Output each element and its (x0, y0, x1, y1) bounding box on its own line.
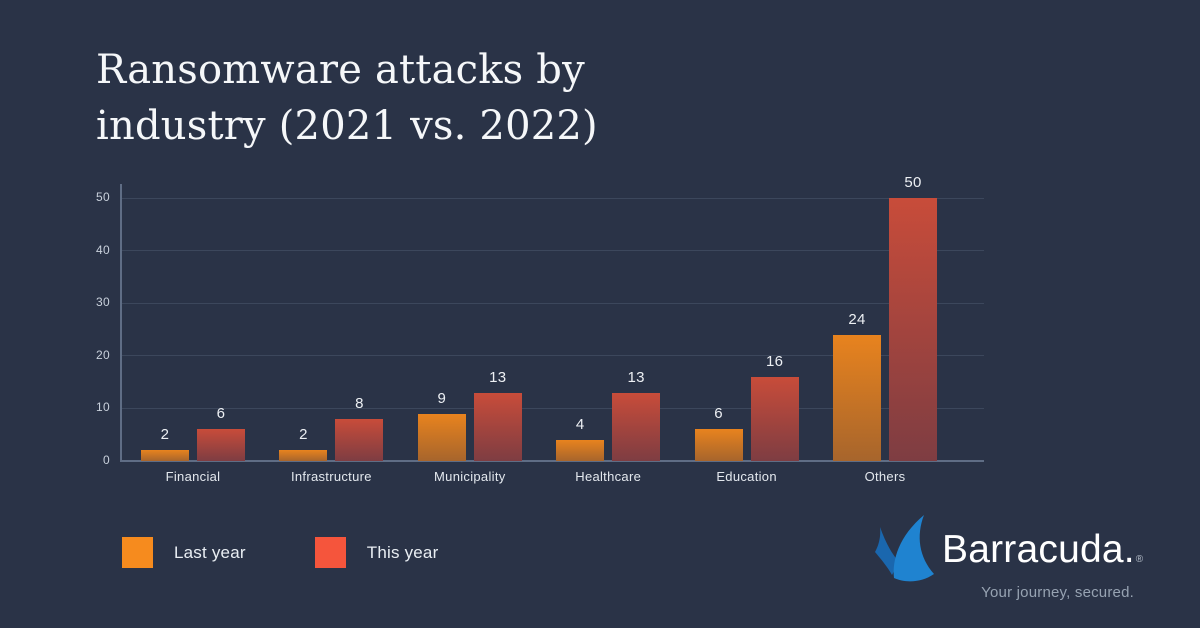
bar-last-year-municipality (417, 413, 466, 461)
fin-small (875, 527, 899, 575)
legend-label-last-year: Last year (174, 542, 246, 562)
fin-large (893, 515, 934, 582)
value-label-last-year-education: 6 (714, 405, 723, 423)
category-label-education: Education (716, 469, 777, 484)
legend-swatch-last-year (122, 537, 153, 568)
value-label-last-year-infrastructure: 2 (299, 426, 308, 444)
y-tick-label-50: 50 (96, 190, 110, 204)
y-axis-line (120, 184, 122, 461)
value-label-last-year-others: 24 (848, 310, 866, 328)
page-title: Ransomware attacks by industry (2021 vs.… (96, 42, 598, 154)
value-label-last-year-healthcare: 4 (575, 415, 585, 433)
gridline-40 (120, 250, 984, 252)
value-label-last-year-financial: 2 (160, 426, 170, 444)
y-tick-label-20: 20 (96, 347, 110, 362)
logo-tagline: Your journey, secured. (981, 584, 1134, 601)
bar-last-year-education (694, 429, 743, 461)
value-label-this-year-municipality: 13 (489, 368, 507, 386)
logo-text: Barracuda.® Your journey, secured. (942, 528, 1143, 602)
category-label-infrastructure: Infrastructure (290, 469, 372, 484)
gridline-50 (120, 197, 984, 199)
value-label-this-year-education: 16 (765, 352, 784, 370)
registered-mark: ® (1135, 554, 1144, 565)
barracuda-fins-icon (875, 515, 934, 582)
gridline-30 (120, 302, 984, 304)
barracuda-logo: Barracuda.® Your journey, secured. (872, 508, 1143, 602)
value-label-last-year-municipality: 9 (437, 389, 447, 407)
bar-this-year-healthcare (612, 392, 661, 461)
value-label-this-year-others: 50 (904, 174, 922, 191)
bar-this-year-financial (197, 429, 245, 461)
bar-this-year-infrastructure (335, 418, 384, 461)
gridline-0 (120, 460, 984, 462)
category-label-financial: Financial (165, 469, 221, 484)
bar-last-year-healthcare (556, 439, 605, 461)
bar-last-year-others (833, 334, 881, 461)
y-tick-label-30: 30 (96, 295, 110, 310)
legend-swatch-this-year (314, 537, 346, 568)
bar-last-year-financial (141, 450, 189, 461)
title-line-2: industry (2021 vs. 2022) (96, 103, 598, 149)
gridline-20 (120, 355, 984, 357)
value-label-this-year-healthcare: 13 (627, 368, 645, 386)
y-tick-label-40: 40 (96, 242, 110, 257)
category-label-others: Others (864, 469, 906, 484)
bar-this-year-municipality (473, 392, 522, 461)
bar-last-year-infrastructure (279, 450, 328, 461)
category-label-healthcare: Healthcare (575, 469, 642, 484)
title-line-1: Ransomware attacks by (96, 47, 585, 93)
bar-this-year-education (750, 376, 799, 461)
legend-label-this-year: This year (366, 542, 439, 562)
legend-item-this-year: This year (314, 537, 439, 568)
category-label-municipality: Municipality (434, 469, 506, 484)
value-label-this-year-infrastructure: 8 (355, 394, 364, 412)
bar-this-year-others (889, 198, 937, 461)
wordmark-text: Barracuda. (942, 528, 1135, 571)
y-tick-label-0: 0 (103, 453, 110, 467)
barracuda-wordmark: Barracuda.® (942, 528, 1143, 580)
legend: Last year This year (122, 537, 438, 568)
legend-item-last-year: Last year (122, 537, 246, 568)
y-tick-label-10: 10 (96, 400, 110, 415)
gridline-10 (120, 407, 984, 409)
value-label-this-year-financial: 6 (216, 405, 226, 423)
